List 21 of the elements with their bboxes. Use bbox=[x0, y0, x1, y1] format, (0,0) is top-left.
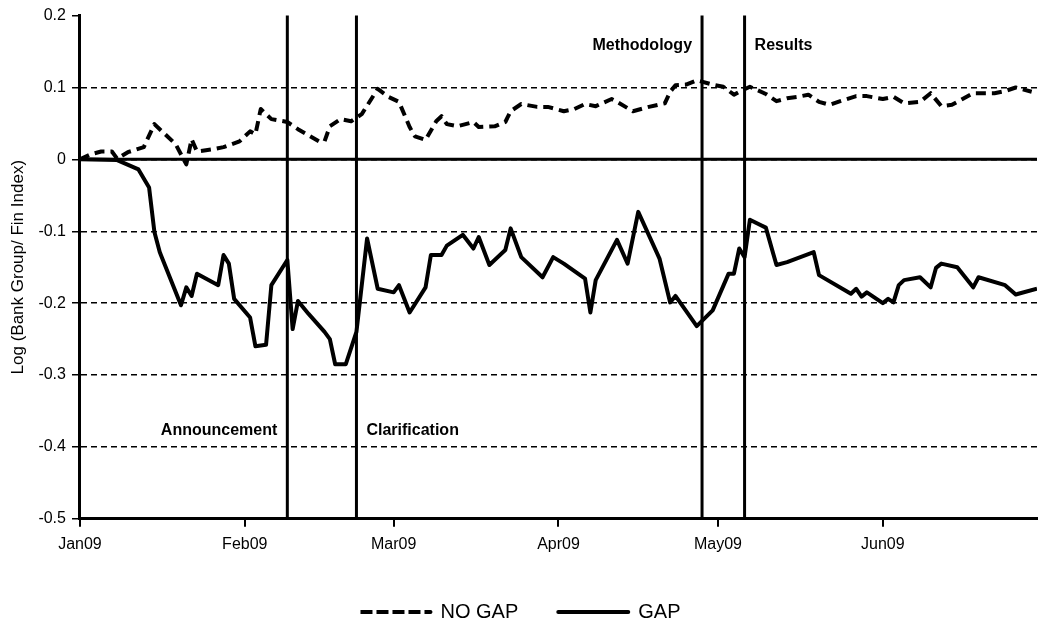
y-tick-label: 0.1 bbox=[43, 77, 67, 95]
y-tick-label: -0.2 bbox=[38, 293, 67, 311]
legend-label: NO GAP bbox=[440, 599, 519, 622]
y-tick-label: -0.4 bbox=[38, 437, 67, 455]
ref-line-label: Announcement bbox=[160, 421, 278, 439]
legend-label: GAP bbox=[638, 599, 681, 622]
y-tick-label: 0.2 bbox=[43, 6, 67, 24]
y-tick-label: -0.3 bbox=[38, 365, 67, 383]
x-tick-label: May09 bbox=[693, 534, 743, 552]
ref-line-label: Clarification bbox=[366, 421, 459, 439]
x-tick-label: Mar09 bbox=[370, 534, 417, 552]
ref-line-label: Methodology bbox=[592, 36, 693, 54]
y-tick-label: -0.5 bbox=[38, 509, 67, 527]
x-tick-label: Feb09 bbox=[222, 534, 268, 552]
ref-line-label: Results bbox=[754, 36, 813, 54]
y-axis-title: Log (Bank Group/ Fin Index) bbox=[7, 159, 27, 375]
y-tick-label: -0.1 bbox=[38, 221, 67, 239]
x-tick-label: Jun09 bbox=[861, 534, 905, 552]
x-tick-label: Apr09 bbox=[537, 534, 580, 552]
y-tick-label: 0 bbox=[57, 149, 67, 167]
x-tick-label: Jan09 bbox=[58, 534, 102, 552]
